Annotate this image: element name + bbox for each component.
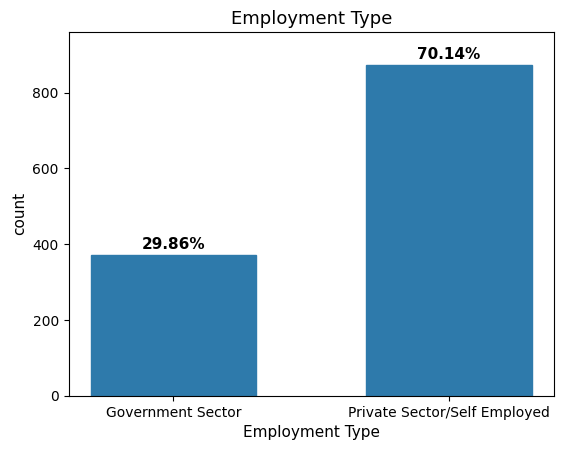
Text: 29.86%: 29.86% xyxy=(142,237,205,252)
Text: 70.14%: 70.14% xyxy=(417,47,481,62)
Y-axis label: count: count xyxy=(12,192,27,235)
Bar xyxy=(367,65,532,396)
Title: Employment Type: Employment Type xyxy=(231,10,392,27)
X-axis label: Employment Type: Employment Type xyxy=(243,425,380,440)
Bar xyxy=(91,255,256,396)
